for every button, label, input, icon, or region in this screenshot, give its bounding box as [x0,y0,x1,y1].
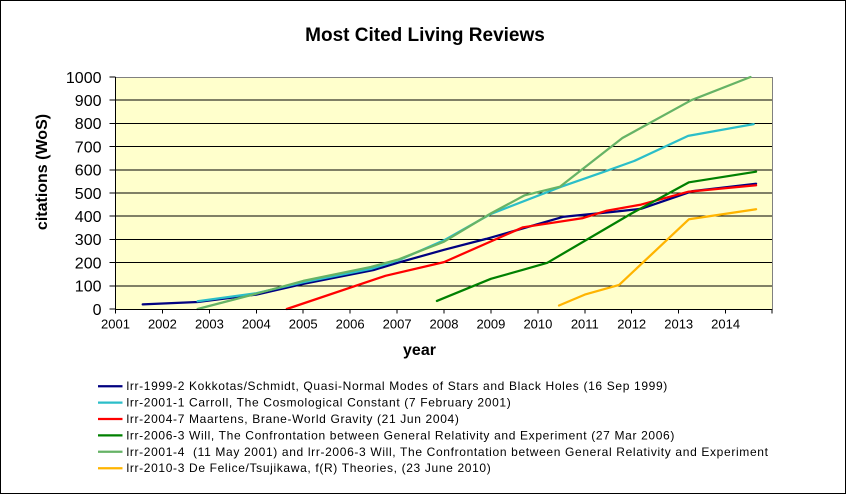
svg-text:2009: 2009 [476,317,505,332]
svg-text:200: 200 [75,255,102,272]
svg-text:2006: 2006 [336,317,365,332]
svg-text:300: 300 [75,232,102,249]
svg-text:900: 900 [75,93,102,110]
svg-text:year: year [403,342,436,359]
svg-text:2005: 2005 [289,317,318,332]
svg-text:lrr-2001-4 (11 May 2001) and: lrr-2001-4 (11 May 2001) and lrr-2006-3 … [127,445,769,459]
svg-text:lrr-2004-7 Maartens, Brane-Wor: lrr-2004-7 Maartens, Brane-World Gravity… [127,412,460,426]
svg-text:2008: 2008 [430,317,459,332]
svg-text:lrr-2001-1 Carroll, The Cosmol: lrr-2001-1 Carroll, The Cosmological Con… [127,396,512,410]
svg-text:Most Cited Living Reviews: Most Cited Living Reviews [305,25,545,46]
svg-text:2013: 2013 [664,317,693,332]
svg-text:700: 700 [75,139,102,156]
svg-text:2002: 2002 [148,317,177,332]
svg-text:2014: 2014 [711,317,740,332]
svg-text:lrr-1999-2 Kokkotas/Schmidt, Q: lrr-1999-2 Kokkotas/Schmidt, Quasi-Norma… [127,379,668,393]
svg-text:0: 0 [93,302,102,319]
svg-text:lrr-2010-3 De Felice/Tsujikawa: lrr-2010-3 De Felice/Tsujikawa, f(R) The… [127,461,492,475]
svg-text:400: 400 [75,209,102,226]
svg-text:citations (WoS): citations (WoS) [34,114,51,230]
svg-text:500: 500 [75,186,102,203]
svg-text:800: 800 [75,116,102,133]
svg-text:2001: 2001 [101,317,130,332]
svg-text:1000: 1000 [66,70,102,87]
svg-text:600: 600 [75,163,102,180]
svg-text:lrr-2006-3 Will, The Confronta: lrr-2006-3 Will, The Confrontation betwe… [127,428,676,442]
svg-text:2010: 2010 [523,317,552,332]
svg-text:100: 100 [75,279,102,296]
svg-text:2003: 2003 [195,317,224,332]
svg-text:2011: 2011 [571,317,599,332]
svg-text:2012: 2012 [617,317,646,332]
svg-text:2007: 2007 [383,317,412,332]
svg-text:2004: 2004 [242,317,271,332]
